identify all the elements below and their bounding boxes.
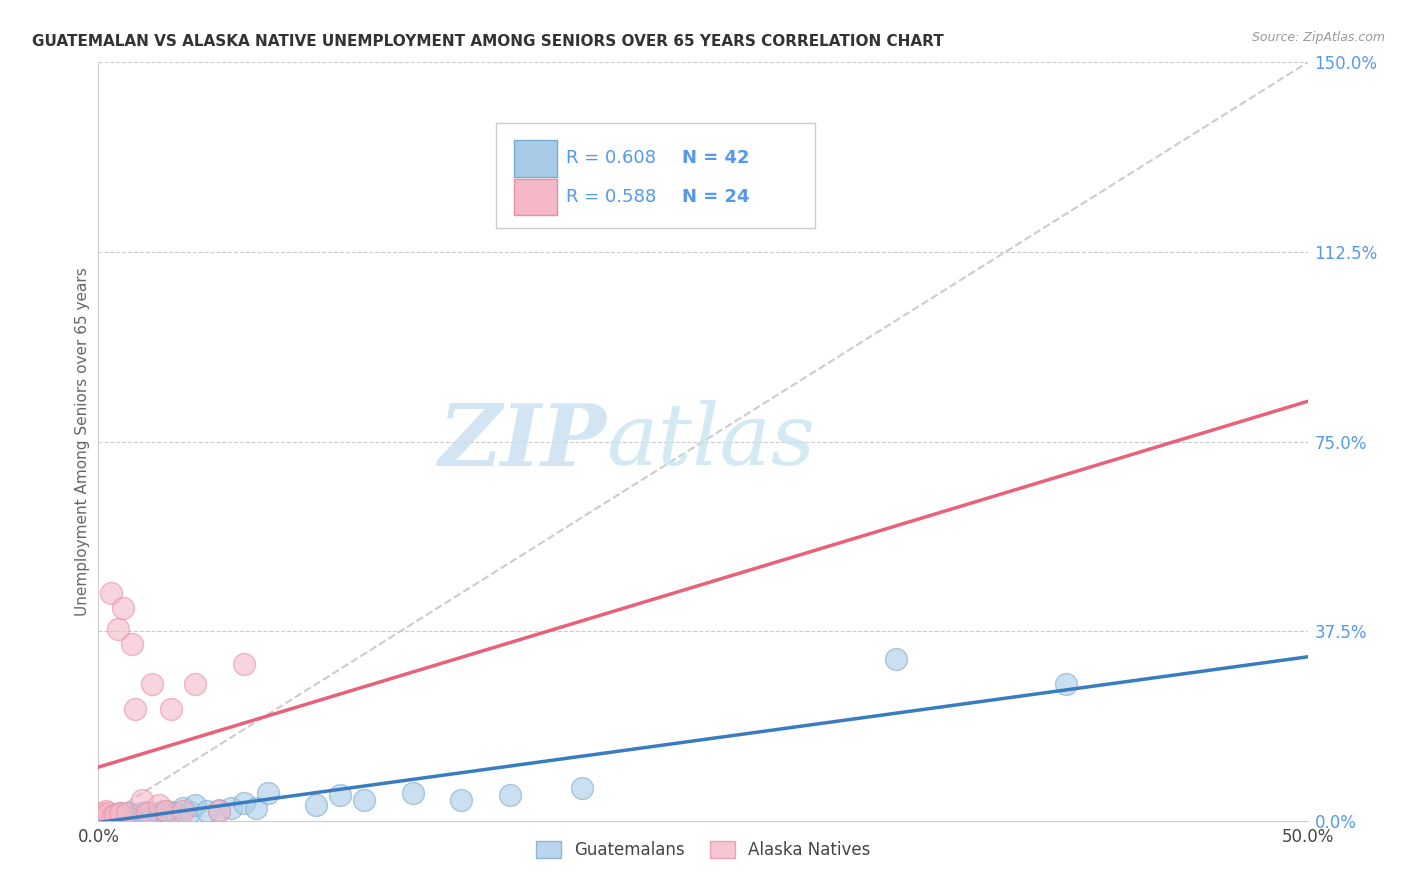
Point bbox=[1054, 677, 1077, 691]
Point bbox=[245, 801, 267, 815]
Point bbox=[104, 808, 127, 822]
Point bbox=[90, 808, 112, 822]
Point bbox=[90, 809, 112, 823]
Point bbox=[97, 809, 120, 823]
Point bbox=[91, 806, 114, 821]
Point bbox=[232, 657, 254, 671]
Point bbox=[127, 808, 149, 822]
Point bbox=[101, 810, 124, 824]
Point bbox=[152, 804, 174, 818]
Text: R = 0.608: R = 0.608 bbox=[565, 150, 655, 168]
Y-axis label: Unemployment Among Seniors over 65 years: Unemployment Among Seniors over 65 years bbox=[75, 268, 90, 615]
Point bbox=[208, 804, 231, 818]
Point bbox=[498, 789, 520, 803]
Point bbox=[117, 808, 139, 822]
Point bbox=[100, 586, 122, 600]
Point bbox=[107, 809, 129, 823]
Point bbox=[94, 804, 117, 818]
Point bbox=[329, 789, 352, 803]
Point bbox=[135, 805, 157, 819]
Point bbox=[571, 780, 593, 795]
Text: N = 42: N = 42 bbox=[682, 150, 749, 168]
Point bbox=[195, 804, 218, 818]
Point bbox=[104, 807, 127, 822]
Point bbox=[208, 803, 231, 817]
Point bbox=[172, 804, 194, 818]
Point bbox=[402, 786, 425, 800]
Point bbox=[118, 806, 141, 821]
Text: N = 24: N = 24 bbox=[682, 188, 749, 206]
Point bbox=[131, 793, 153, 807]
Point bbox=[184, 677, 207, 691]
Point bbox=[87, 811, 110, 825]
Point bbox=[114, 809, 136, 823]
Point bbox=[87, 809, 110, 823]
Point bbox=[141, 807, 163, 822]
Text: ZIP: ZIP bbox=[439, 400, 606, 483]
Text: R = 0.588: R = 0.588 bbox=[565, 188, 657, 206]
Point bbox=[221, 801, 243, 815]
Point bbox=[256, 786, 278, 800]
Point bbox=[172, 801, 194, 815]
Point bbox=[305, 798, 328, 813]
Point bbox=[124, 702, 146, 716]
Legend: Guatemalans, Alaska Natives: Guatemalans, Alaska Natives bbox=[529, 834, 877, 865]
Point bbox=[148, 806, 170, 821]
Point bbox=[111, 807, 134, 822]
Text: GUATEMALAN VS ALASKA NATIVE UNEMPLOYMENT AMONG SENIORS OVER 65 YEARS CORRELATION: GUATEMALAN VS ALASKA NATIVE UNEMPLOYMENT… bbox=[32, 34, 943, 49]
Point bbox=[886, 652, 908, 666]
Point bbox=[111, 601, 134, 615]
Point bbox=[165, 806, 187, 821]
Point bbox=[121, 637, 143, 651]
Point bbox=[232, 796, 254, 810]
Point bbox=[117, 806, 139, 821]
Point bbox=[450, 793, 472, 807]
Point bbox=[97, 806, 120, 821]
Text: atlas: atlas bbox=[606, 401, 815, 483]
Point bbox=[148, 798, 170, 813]
Point bbox=[155, 804, 177, 818]
Point bbox=[108, 806, 131, 821]
Point bbox=[135, 806, 157, 821]
Point bbox=[107, 622, 129, 636]
Point bbox=[184, 798, 207, 813]
Point bbox=[353, 793, 375, 807]
Point bbox=[134, 808, 156, 822]
Point bbox=[131, 806, 153, 821]
Point bbox=[160, 805, 183, 819]
Point bbox=[141, 677, 163, 691]
Text: Source: ZipAtlas.com: Source: ZipAtlas.com bbox=[1251, 31, 1385, 45]
Point bbox=[91, 808, 114, 822]
Point bbox=[108, 806, 131, 821]
Point bbox=[179, 805, 201, 819]
Point bbox=[160, 702, 183, 716]
Point bbox=[100, 807, 122, 822]
Point bbox=[94, 808, 117, 822]
Point bbox=[101, 808, 124, 822]
Point bbox=[124, 807, 146, 822]
